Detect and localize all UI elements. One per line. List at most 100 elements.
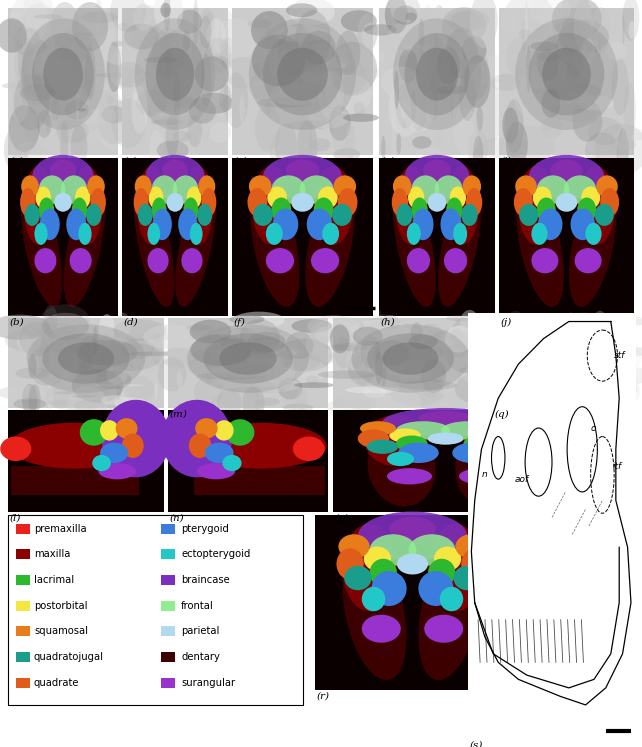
Ellipse shape (404, 33, 469, 115)
Ellipse shape (148, 223, 160, 245)
Ellipse shape (233, 311, 284, 329)
Text: parietal: parietal (181, 627, 220, 636)
Ellipse shape (518, 166, 556, 245)
Ellipse shape (555, 31, 591, 65)
Ellipse shape (22, 41, 35, 90)
Ellipse shape (347, 341, 364, 364)
Bar (161, 627, 175, 636)
Ellipse shape (98, 100, 128, 150)
Ellipse shape (35, 187, 51, 208)
Ellipse shape (281, 54, 312, 72)
Ellipse shape (459, 71, 476, 121)
Text: itf: itf (612, 462, 621, 471)
Ellipse shape (561, 83, 602, 102)
Ellipse shape (428, 31, 438, 50)
Text: (m): (m) (170, 410, 188, 419)
Ellipse shape (428, 193, 446, 211)
Ellipse shape (596, 176, 618, 197)
Ellipse shape (180, 104, 200, 132)
Ellipse shape (205, 443, 234, 463)
Ellipse shape (13, 142, 47, 164)
Ellipse shape (462, 37, 487, 64)
Ellipse shape (517, 8, 548, 38)
Ellipse shape (620, 338, 630, 367)
Ellipse shape (360, 334, 417, 367)
Ellipse shape (89, 107, 116, 125)
Ellipse shape (15, 368, 49, 379)
Ellipse shape (273, 358, 327, 383)
Bar (16, 575, 30, 585)
Ellipse shape (350, 320, 409, 341)
Ellipse shape (412, 136, 431, 149)
Ellipse shape (187, 115, 202, 147)
Ellipse shape (334, 336, 351, 368)
Ellipse shape (223, 346, 259, 358)
Ellipse shape (489, 334, 545, 351)
Ellipse shape (220, 37, 236, 69)
Ellipse shape (189, 433, 211, 458)
Ellipse shape (482, 379, 511, 386)
Ellipse shape (87, 66, 112, 70)
Ellipse shape (408, 334, 438, 350)
Ellipse shape (267, 390, 291, 393)
Ellipse shape (91, 188, 106, 217)
Ellipse shape (569, 183, 616, 307)
Ellipse shape (560, 339, 586, 372)
Ellipse shape (275, 25, 328, 42)
Text: (f): (f) (234, 318, 246, 327)
Ellipse shape (2, 83, 23, 88)
Ellipse shape (56, 349, 85, 366)
Ellipse shape (189, 98, 216, 124)
Bar (161, 601, 175, 611)
Ellipse shape (174, 74, 180, 123)
Text: (q): (q) (495, 410, 510, 419)
Ellipse shape (532, 248, 559, 273)
Ellipse shape (622, 371, 629, 382)
Ellipse shape (538, 208, 562, 240)
Ellipse shape (515, 18, 618, 130)
Ellipse shape (156, 48, 194, 101)
Ellipse shape (385, 346, 446, 361)
Ellipse shape (380, 343, 440, 375)
Ellipse shape (367, 439, 398, 454)
Ellipse shape (446, 166, 479, 245)
Ellipse shape (404, 91, 430, 105)
Ellipse shape (69, 248, 92, 273)
Ellipse shape (76, 75, 79, 123)
Ellipse shape (125, 376, 154, 403)
Ellipse shape (306, 327, 364, 363)
Ellipse shape (464, 350, 491, 365)
Ellipse shape (621, 381, 624, 390)
Ellipse shape (387, 452, 414, 466)
Ellipse shape (345, 67, 386, 78)
Ellipse shape (266, 356, 295, 387)
Ellipse shape (0, 436, 31, 461)
Ellipse shape (423, 160, 451, 182)
Ellipse shape (152, 197, 166, 223)
Ellipse shape (564, 176, 596, 204)
Ellipse shape (428, 91, 438, 122)
Ellipse shape (393, 183, 436, 307)
Ellipse shape (453, 565, 481, 590)
Ellipse shape (471, 84, 505, 142)
Ellipse shape (35, 223, 48, 245)
Ellipse shape (460, 365, 507, 385)
Ellipse shape (537, 394, 593, 406)
Text: (a): (a) (10, 157, 24, 166)
Ellipse shape (307, 40, 331, 50)
Ellipse shape (395, 81, 416, 128)
Ellipse shape (152, 28, 185, 79)
Ellipse shape (385, 0, 408, 34)
Ellipse shape (318, 371, 377, 379)
Ellipse shape (552, 0, 602, 40)
Ellipse shape (493, 439, 525, 454)
Ellipse shape (230, 387, 284, 393)
Ellipse shape (204, 38, 232, 73)
Ellipse shape (107, 96, 114, 104)
Ellipse shape (296, 388, 308, 411)
Ellipse shape (424, 615, 463, 642)
Ellipse shape (216, 329, 277, 339)
Ellipse shape (461, 46, 489, 101)
Ellipse shape (191, 334, 251, 366)
Ellipse shape (343, 335, 403, 342)
